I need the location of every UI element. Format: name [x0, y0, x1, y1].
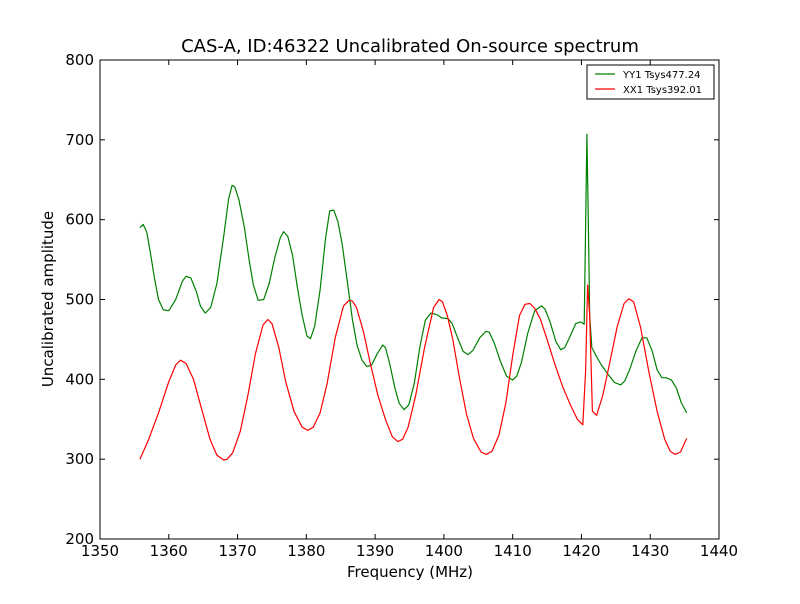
chart-title: CAS-A, ID:46322 Uncalibrated On-source s…: [181, 36, 639, 57]
x-tick-label: 1420: [562, 542, 600, 560]
y-tick-label: 700: [65, 131, 94, 149]
x-tick-label: 1360: [150, 542, 188, 560]
legend: YY1 Tsys477.24 XX1 Tsys392.01: [586, 64, 715, 100]
y-tick-label: 400: [65, 370, 94, 388]
y-tick-label: 300: [65, 450, 94, 468]
y-axis-label: Uncalibrated amplitude: [39, 211, 57, 387]
y-tick-label: 800: [65, 51, 94, 69]
plot-area: 1350 1360 1370 1380 1390 1400 1410 1420 1430 1440…: [65, 51, 738, 560]
x-tick-label: 1410: [494, 542, 532, 560]
x-tick-label: 1390: [356, 542, 394, 560]
x-tick-label: 1430: [631, 542, 669, 560]
series-line-xx1: [139, 284, 688, 461]
x-tick-label: 1380: [287, 542, 325, 560]
legend-label-yy1: YY1 Tsys477.24: [622, 70, 701, 81]
legend-label-xx1: XX1 Tsys392.01: [623, 85, 702, 96]
x-tick-label: 1370: [218, 542, 256, 560]
y-tick-label: 600: [65, 211, 94, 229]
y-tick-label: 200: [65, 530, 94, 548]
y-tick-label: 500: [65, 291, 94, 309]
x-tick-label: 1350: [81, 542, 119, 560]
x-axis-label: Frequency (MHz): [347, 563, 473, 581]
legend-box: [586, 64, 715, 100]
x-tick-label: 1400: [425, 542, 463, 560]
x-tick-label: 1440: [700, 542, 738, 560]
